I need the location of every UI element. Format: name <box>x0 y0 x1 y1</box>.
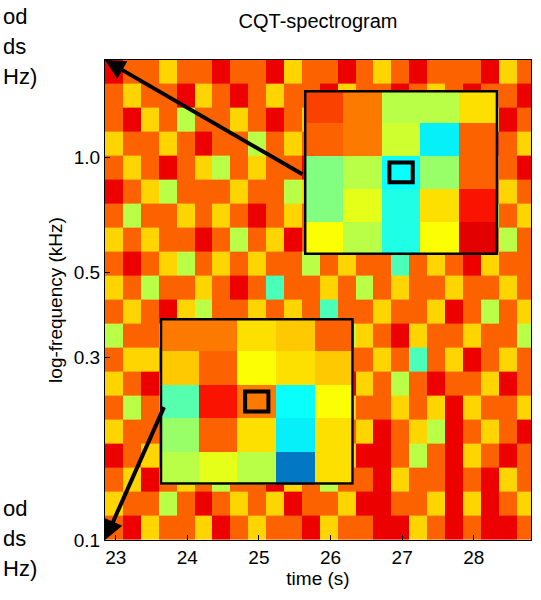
html-text:ds: ds <box>3 526 27 551</box>
svg-text:time (s): time (s) <box>286 568 349 589</box>
html-text:ds: ds <box>3 34 27 59</box>
svg-text:26: 26 <box>320 547 341 568</box>
svg-text:27: 27 <box>392 547 413 568</box>
svg-text:23: 23 <box>105 547 126 568</box>
svg-text:28: 28 <box>463 547 484 568</box>
svg-text:0.1: 0.1 <box>74 530 100 551</box>
svg-text:25: 25 <box>248 547 269 568</box>
svg-text:0.3: 0.3 <box>74 347 100 368</box>
svg-text:1.0: 1.0 <box>74 147 100 168</box>
html-text:od: od <box>3 4 28 29</box>
svg-text:24: 24 <box>177 547 199 568</box>
svg-text:0.5: 0.5 <box>74 262 100 283</box>
svg-text:log-frequency (kHz): log-frequency (kHz) <box>45 217 66 383</box>
html-text:Hz): Hz) <box>3 64 38 89</box>
svg-text:CQT-spectrogram: CQT-spectrogram <box>239 10 398 32</box>
html-text:od: od <box>3 496 28 521</box>
html-text:Hz): Hz) <box>3 556 38 581</box>
